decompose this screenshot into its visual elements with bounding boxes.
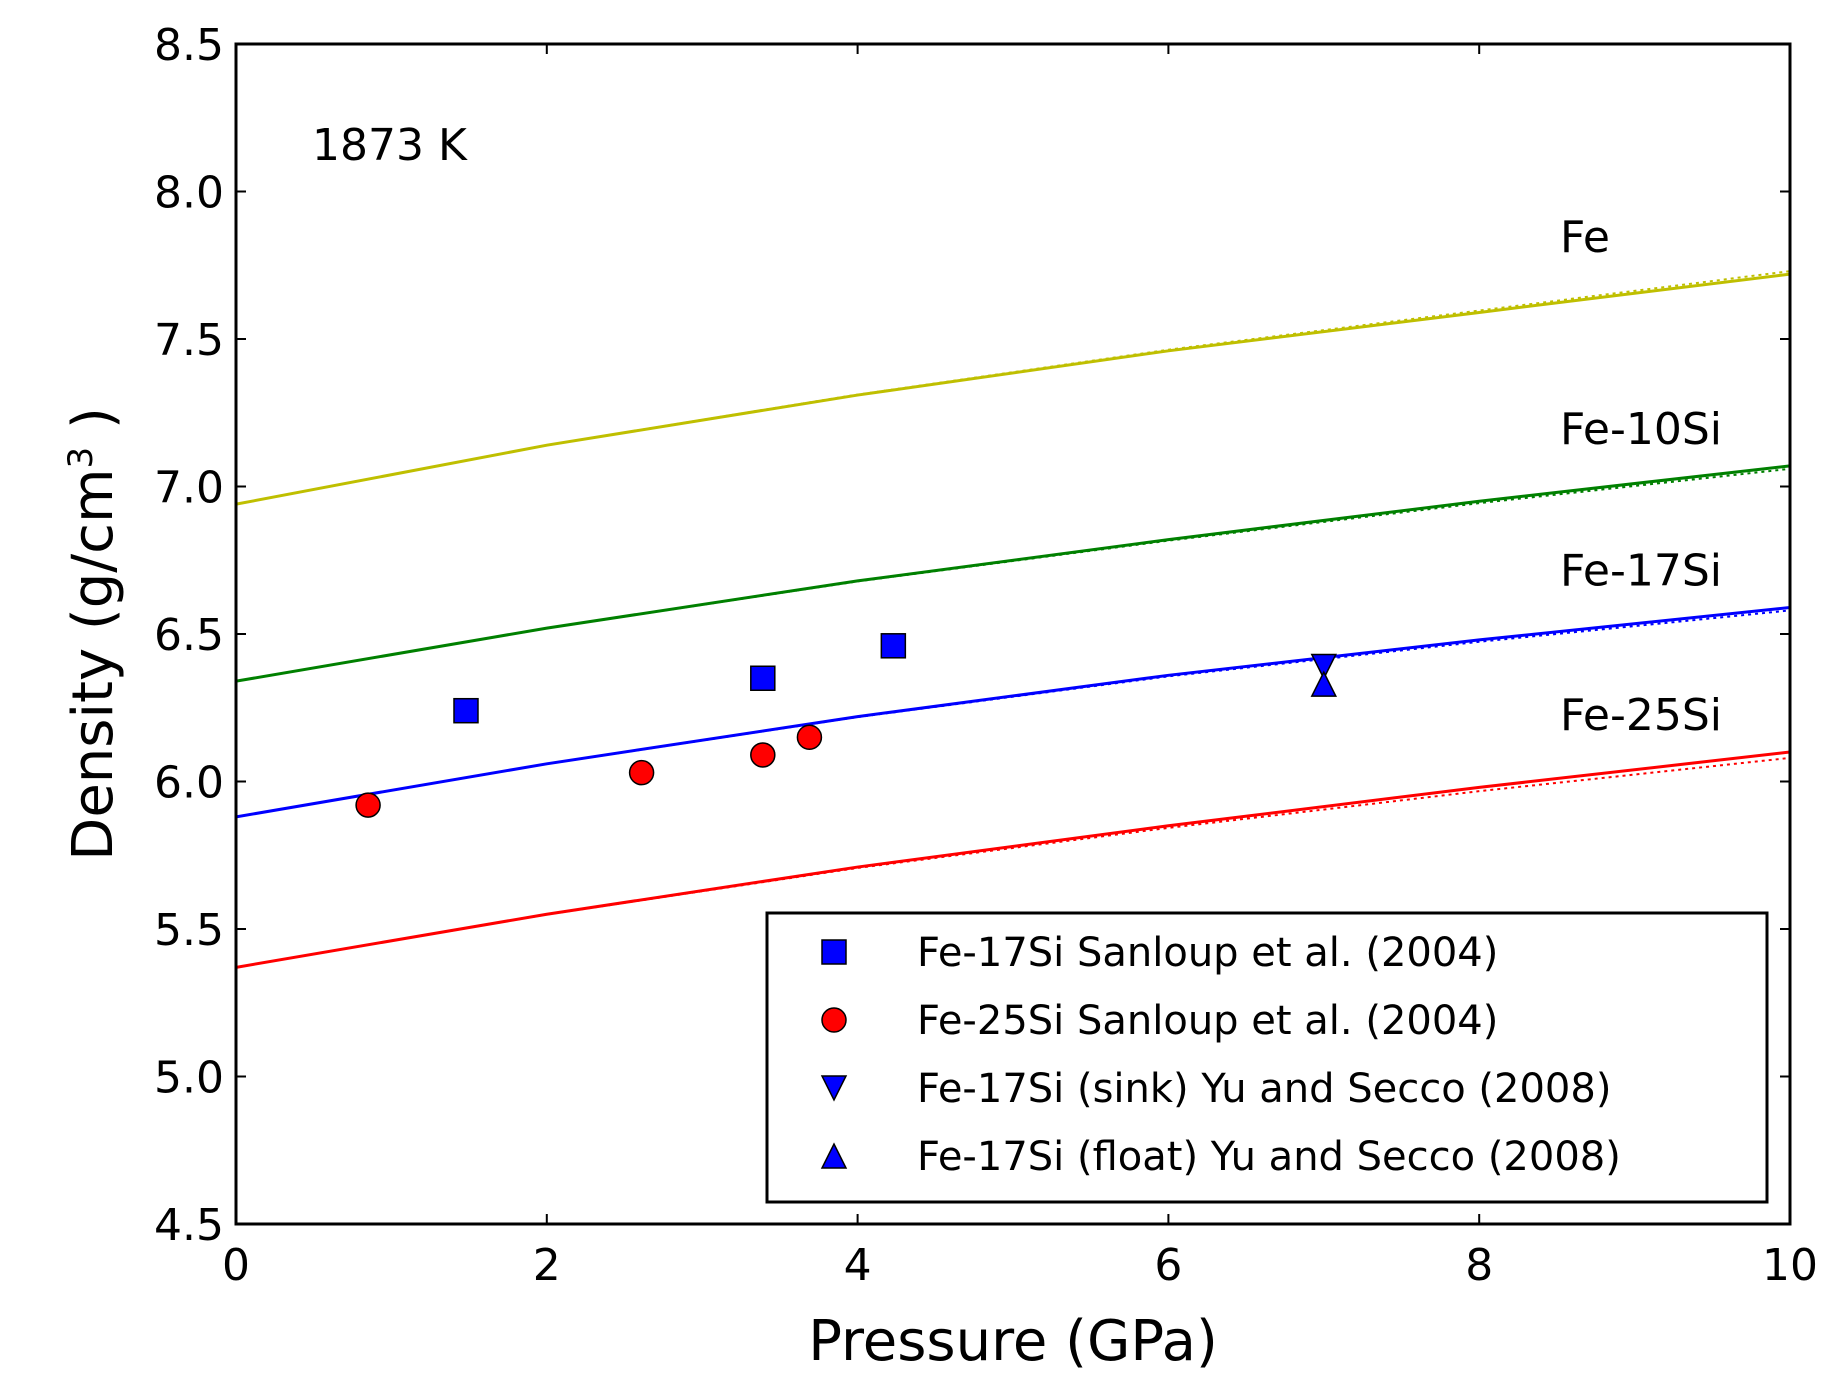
x-tick-label: 8: [1465, 1240, 1493, 1291]
y-axis-title-exponent: 3: [61, 447, 101, 469]
x-tick-label: 10: [1762, 1240, 1818, 1291]
x-tick-label: 0: [222, 1240, 250, 1291]
data-point-triangle-down: [1310, 653, 1338, 681]
series-dotted-line-fe-10si: [236, 467, 1790, 683]
series-labels: Fe Fe-10Si Fe-17Si Fe-25Si: [1560, 212, 1722, 741]
series-dotted-line-fe: [236, 270, 1790, 506]
data-point-circle: [796, 724, 823, 750]
y-tick-label: 4.5: [154, 1200, 224, 1251]
y-tick-label: 7.0: [154, 463, 224, 514]
y-tick-label: 5.0: [154, 1053, 224, 1104]
y-axis-title-prefix: Density: [61, 630, 126, 861]
series-label-fe-17si: Fe-17Si: [1560, 545, 1722, 596]
series-dotted-line-fe-25si: [236, 756, 1790, 969]
legend: Fe-17Si Sanloup et al. (2004) Fe-25Si San…: [765, 911, 1769, 1204]
x-tick-label: 2: [533, 1240, 561, 1291]
y-tick-label: 8.5: [154, 20, 224, 71]
y-tick-label: 6.5: [154, 610, 224, 661]
series-line-fe-10si: [236, 464, 1790, 683]
legend-marker-triangle-up: [820, 1142, 848, 1169]
plot-content: [236, 270, 1790, 969]
legend-label: Fe-17Si (float) Yu and Secco (2008): [917, 1134, 1621, 1180]
y-tick-label: 5.5: [154, 905, 224, 956]
x-axis-title: Pressure (GPa): [808, 1309, 1218, 1374]
legend-marker-circle: [821, 1007, 847, 1033]
data-point-triangle-up: [1310, 670, 1338, 697]
y-tick-label: 8.0: [154, 168, 224, 219]
data-point-circle: [355, 792, 381, 818]
data-point-square: [880, 633, 907, 659]
legend-box: [765, 911, 1769, 1204]
temperature-annotation: 1873 K: [312, 120, 468, 171]
y-tick-label: 7.5: [154, 315, 224, 366]
series-dotted-line-fe-17si: [236, 609, 1790, 818]
series-label-fe-10si: Fe-10Si: [1560, 404, 1722, 455]
legend-marker-triangle-down: [820, 1075, 848, 1102]
series-label-fe: Fe: [1560, 212, 1610, 263]
legend-label: Fe-17Si (sink) Yu and Secco (2008): [917, 1066, 1611, 1112]
series-label-fe-25si: Fe-25Si: [1560, 690, 1722, 741]
y-axis-title: Density (g/cm3 ): [61, 407, 126, 861]
data-point-square: [750, 665, 776, 691]
data-point-square: [453, 697, 479, 724]
y-axis-title-unit: (g/cm: [61, 468, 126, 630]
axis-ticks: 0 2 4 6 8 10 4.5 5.0 5.5 6.0 6.5 7.0 7.5 8.0 8.5: [154, 20, 1818, 1291]
y-axis-title-close: ): [61, 407, 126, 447]
legend-marker-square: [821, 939, 847, 965]
legend-items: Fe-17Si Sanloup et al. (2004) Fe-25Si San…: [820, 930, 1621, 1180]
legend-label: Fe-25Si Sanloup et al. (2004): [917, 998, 1498, 1044]
series-line-fe: [236, 272, 1790, 506]
y-tick-label: 6.0: [154, 758, 224, 809]
x-tick-label: 6: [1154, 1240, 1182, 1291]
data-point-circle: [628, 759, 655, 786]
data-point-circle: [750, 742, 776, 768]
series-line-fe-25si: [236, 750, 1790, 969]
x-tick-label: 4: [844, 1240, 872, 1291]
legend-label: Fe-17Si Sanloup et al. (2004): [917, 930, 1498, 976]
